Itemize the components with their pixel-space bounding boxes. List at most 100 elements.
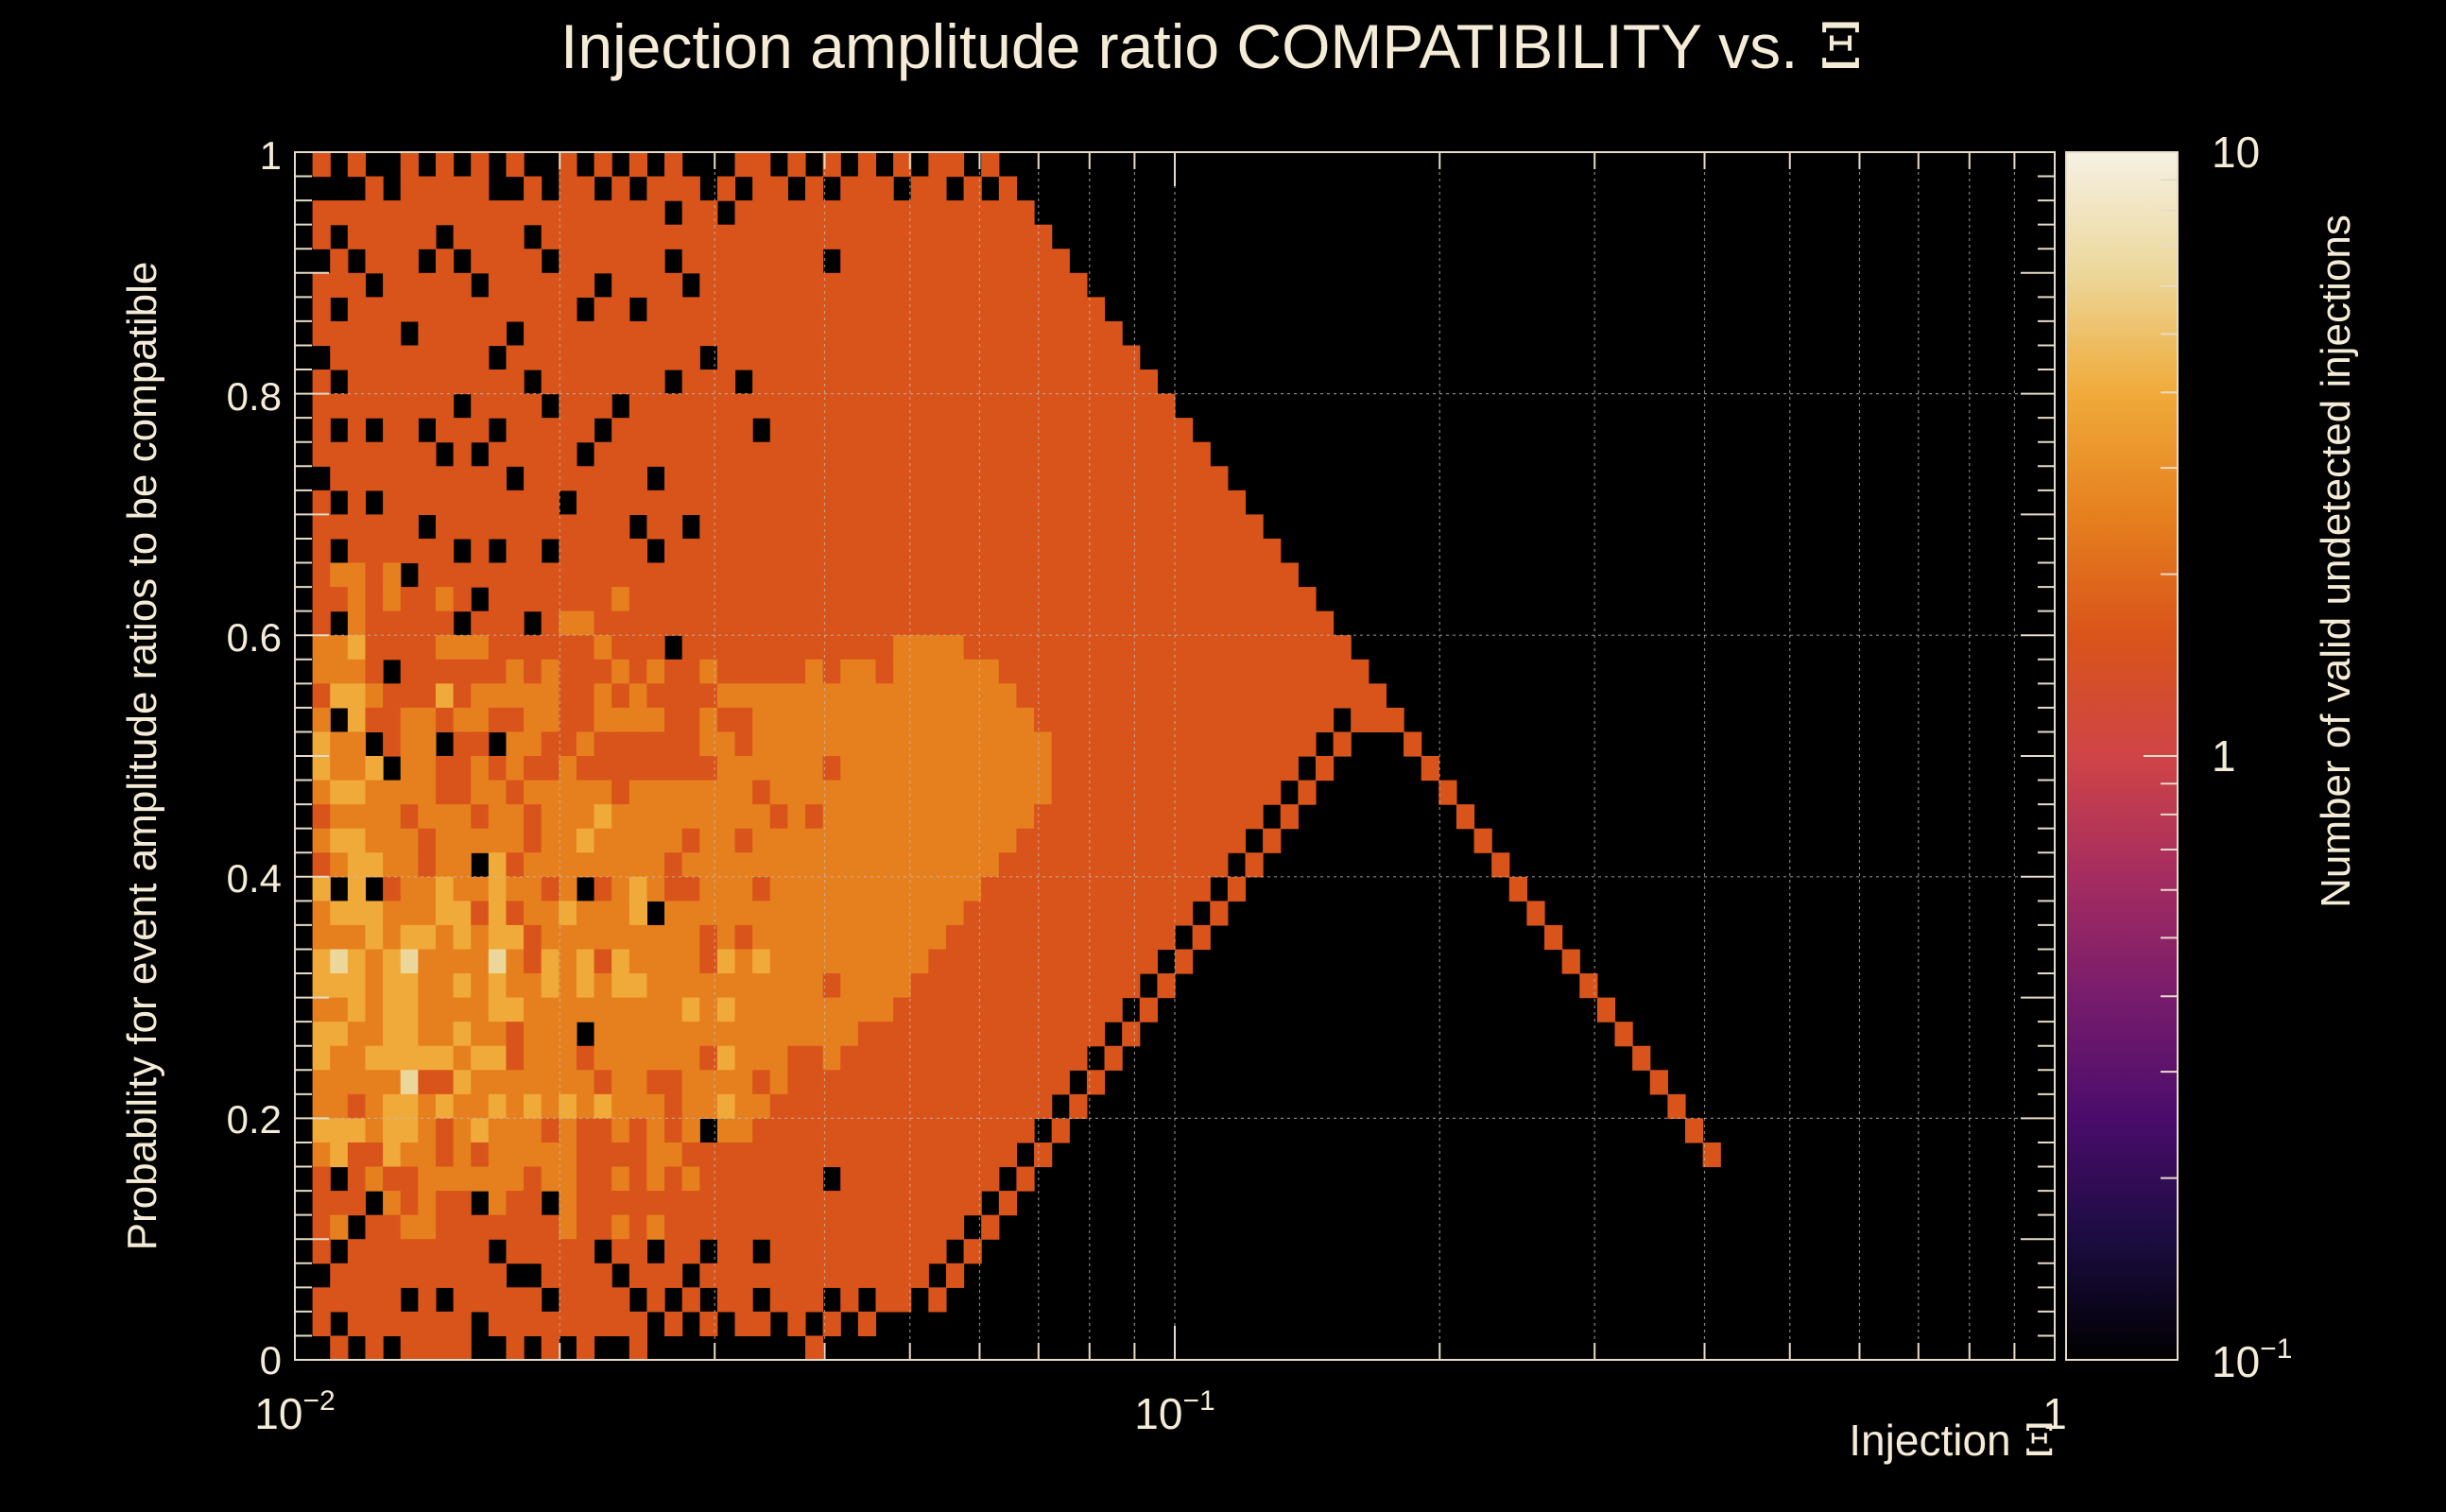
heatmap-cell [506,514,525,540]
heatmap-cell [1614,1022,1633,1047]
heatmap-cell [893,490,912,515]
heatmap-cell [928,320,947,347]
heatmap-cell [1016,635,1035,661]
heatmap-cell [1051,514,1070,540]
heatmap-cell [664,780,683,805]
heatmap-cell [857,1214,877,1240]
heatmap-cell [1175,562,1194,588]
heatmap-cell [875,973,894,999]
heatmap-cell [875,780,894,805]
heatmap-cell [629,731,647,757]
heatmap-cell [347,997,367,1022]
heatmap-cell [594,514,612,540]
heatmap-cell [1175,659,1194,684]
heatmap-cell [1245,635,1264,661]
heatmap-cell [453,418,472,443]
heatmap-cell [488,756,508,782]
heatmap-cell [1069,610,1088,636]
heatmap-cell [435,635,455,661]
heatmap-cell [840,249,859,274]
heatmap-cell [769,320,788,347]
heatmap-cell [699,272,718,298]
heatmap-cell [312,1022,331,1047]
heatmap-cell [1139,441,1158,467]
heatmap-cell [629,756,647,782]
heatmap-cell [312,369,331,395]
color-bar-tick-label: 10−1 [2212,1333,2292,1386]
heatmap-cell [699,876,718,902]
heatmap-cell [330,562,349,588]
heatmap-cell [734,393,753,419]
heatmap-cell [769,804,788,830]
heatmap-cell [681,441,700,467]
heatmap-cell [1122,345,1141,370]
heatmap-cell [418,876,437,902]
heatmap-cell [998,538,1018,564]
heatmap-cell [435,152,455,178]
heatmap-cell [1122,393,1141,419]
heatmap-cell [804,369,824,395]
heatmap-cell [857,490,877,515]
heatmap-cell [752,1214,771,1240]
heatmap-cell [928,949,947,974]
heatmap-cell [1034,924,1053,951]
heatmap-cell [330,1118,349,1143]
heatmap-cell [418,756,437,782]
heatmap-cell [910,320,929,347]
heatmap-cell [646,610,665,636]
heatmap-cell [840,635,859,661]
heatmap-cell [1192,852,1211,878]
heatmap-cell [840,538,859,564]
heatmap-cell [928,924,947,951]
heatmap-cell [1016,876,1035,902]
color-bar-tick-label: 1 [2212,731,2236,781]
heatmap-cell [559,345,577,370]
heatmap-cell [594,249,612,274]
heatmap-cell [524,852,543,878]
heatmap-cell [981,369,1000,395]
heatmap-cell [945,828,965,853]
heatmap-cell [383,1287,402,1313]
heatmap-cell [1034,1022,1053,1047]
heatmap-cell [1016,369,1035,395]
heatmap-cell [875,441,894,467]
heatmap-cell [699,514,718,540]
heatmap-cell [910,780,929,805]
heatmap-cell [1192,756,1211,782]
heatmap-cell [435,804,455,830]
heatmap-cell [998,418,1018,443]
heatmap-cell [471,997,490,1022]
heatmap-cell [347,1045,367,1071]
heatmap-cell [928,828,947,853]
heatmap-cell [945,707,965,733]
heatmap-cell [435,973,455,999]
heatmap-cell [506,852,525,878]
heatmap-cell [734,1093,753,1119]
heatmap-cell [1139,490,1158,515]
heatmap-cell [893,1070,912,1095]
heatmap-cell [787,780,806,805]
heatmap-cell [1298,587,1317,612]
heatmap-cell [435,780,455,805]
heatmap-cell [646,176,665,201]
heatmap-cell [435,272,455,298]
heatmap-cell [1051,1118,1070,1143]
heatmap-cell [629,828,647,853]
heatmap-cell [524,320,543,347]
heatmap-cell [716,683,736,709]
heatmap-cell [981,297,1000,322]
axis-ticks [294,151,2056,1361]
heatmap-cell [734,852,753,878]
heatmap-cell [981,997,1000,1022]
heatmap-cell [734,562,753,588]
heatmap-cell [804,562,824,588]
heatmap-cell [963,731,982,757]
heatmap-cell [646,1070,665,1095]
heatmap-cell [928,1166,947,1192]
heatmap-cell [945,1022,965,1047]
heatmap-cell [769,418,788,443]
heatmap-cell [664,1093,683,1119]
heatmap-cell [734,756,753,782]
heatmap-cell [541,1022,560,1047]
heatmap-cell [453,1239,472,1264]
